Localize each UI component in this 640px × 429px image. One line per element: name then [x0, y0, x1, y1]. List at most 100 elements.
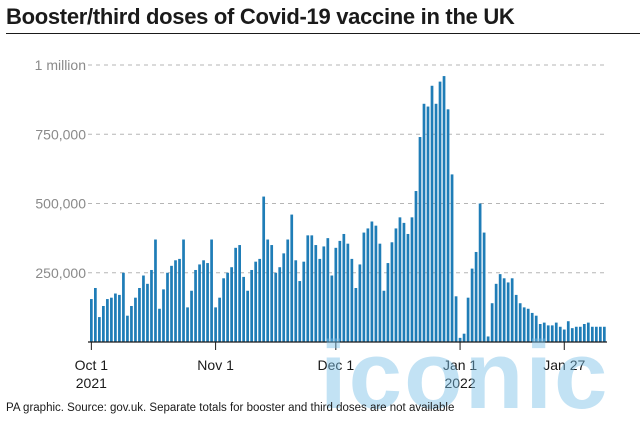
- bar: [582, 324, 586, 342]
- bar: [406, 233, 410, 342]
- bar: [462, 333, 466, 342]
- bar: [502, 278, 506, 342]
- x-axis-ticks: Oct 1 2021 Nov 1 Dec 1 Jan 1 2022 Jan 27: [75, 342, 585, 391]
- bar: [514, 294, 518, 342]
- bar: [490, 303, 494, 342]
- bar: [234, 247, 237, 342]
- bar: [586, 322, 590, 342]
- bar: [194, 269, 197, 342]
- bar: [290, 214, 294, 342]
- bar: [398, 217, 402, 342]
- bar: [342, 233, 346, 342]
- y-tick-label: 1 million: [35, 57, 86, 73]
- bar: [306, 235, 310, 342]
- bar: [426, 106, 430, 342]
- bar: [418, 137, 422, 342]
- bar: [238, 245, 241, 342]
- bar: [318, 258, 322, 342]
- bars: [90, 76, 606, 343]
- bar: [126, 315, 129, 342]
- bar: [438, 81, 442, 343]
- bar: [526, 308, 530, 342]
- bar: [218, 297, 221, 342]
- bar: [598, 326, 602, 342]
- bar: [390, 242, 394, 342]
- bar: [254, 261, 258, 342]
- bar: [534, 315, 538, 342]
- bar: [358, 264, 362, 342]
- x-tick-label: Jan 1: [443, 357, 477, 373]
- bar: [330, 275, 334, 342]
- bar: [410, 217, 414, 342]
- bar: [530, 312, 534, 342]
- bar: [134, 297, 137, 342]
- bar: [106, 299, 109, 342]
- bar: [242, 276, 245, 342]
- x-tick-label: Oct 1: [75, 357, 109, 373]
- bar: [138, 287, 141, 342]
- y-tick-label: 250,000: [35, 265, 86, 281]
- bar: [94, 287, 97, 342]
- bar: [510, 278, 514, 342]
- source-note: PA graphic. Source: gov.uk. Separate tot…: [6, 402, 455, 414]
- bar: [274, 272, 278, 342]
- bar: [414, 191, 418, 342]
- bar: [262, 196, 266, 342]
- bar: [162, 289, 165, 342]
- bar: [314, 245, 318, 342]
- bar: [338, 240, 342, 342]
- bar: [434, 103, 438, 342]
- bar: [226, 272, 229, 342]
- bar: [150, 269, 153, 342]
- bar: [346, 243, 350, 342]
- x-tick-label: Nov 1: [197, 357, 234, 373]
- bar: [422, 103, 426, 342]
- bar: [182, 239, 185, 342]
- bar: [602, 326, 606, 342]
- bar: [258, 258, 262, 342]
- bar: [266, 239, 270, 342]
- chart-title: Booster/third doses of Covid-19 vaccine …: [6, 4, 515, 29]
- bar: [174, 260, 177, 342]
- bar: [178, 258, 181, 342]
- bar: [522, 307, 526, 343]
- bar: [570, 328, 574, 342]
- bar: [566, 321, 570, 342]
- bar-chart: 250,000 500,000 750,000 1 million Oct 1 2021…: [35, 57, 607, 391]
- bar: [186, 307, 189, 343]
- bar: [206, 263, 209, 342]
- bar: [210, 239, 213, 342]
- bar: [98, 317, 101, 342]
- bar: [362, 232, 366, 342]
- bar: [374, 225, 378, 342]
- bar: [214, 307, 217, 343]
- x-tick-label: Jan 27: [543, 357, 585, 373]
- bar: [538, 324, 542, 342]
- bar: [278, 267, 282, 342]
- bar: [250, 269, 254, 342]
- y-tick-label: 500,000: [35, 196, 86, 212]
- bar: [322, 246, 326, 342]
- bar: [378, 243, 382, 342]
- bar: [562, 329, 566, 342]
- bar: [166, 272, 169, 342]
- bar: [118, 294, 121, 342]
- bar: [334, 247, 338, 342]
- title-underline: [6, 33, 640, 34]
- bar: [246, 290, 250, 342]
- bar: [402, 222, 406, 342]
- bar: [366, 228, 370, 342]
- bar: [382, 290, 386, 342]
- x-tick-label: Dec 1: [318, 357, 355, 373]
- bar: [222, 278, 225, 342]
- y-tick-label: 750,000: [35, 126, 86, 142]
- bar: [102, 305, 105, 342]
- bar: [542, 322, 546, 342]
- bar: [558, 326, 562, 342]
- bar: [578, 326, 582, 342]
- bar: [282, 253, 286, 342]
- bar: [370, 221, 374, 342]
- bar: [198, 264, 201, 342]
- bar: [354, 287, 358, 342]
- bar: [146, 283, 149, 342]
